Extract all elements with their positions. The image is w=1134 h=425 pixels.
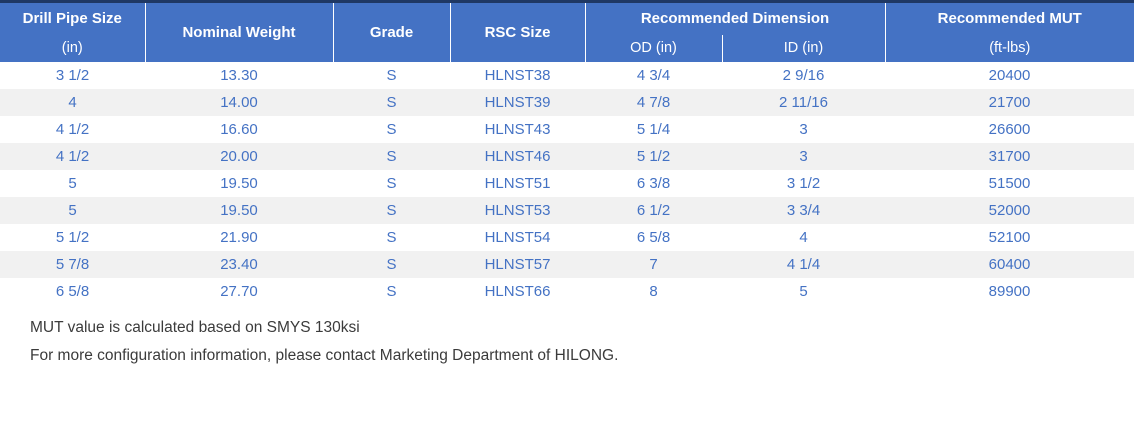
col-header-recommended-mut: Recommended MUT	[884, 1, 1134, 35]
table-row: 3 1/2 13.30 S HLNST38 4 3/4 2 9/16 20400	[0, 61, 1134, 89]
cell-nominal-weight: 27.70	[220, 282, 258, 300]
cell-nominal-weight: 23.40	[220, 255, 258, 273]
cell-nominal-weight: 13.30	[220, 66, 258, 84]
cell-rsc-size: HLNST54	[484, 228, 551, 246]
table-row: 5 19.50 S HLNST51 6 3/8 3 1/2 51500	[0, 169, 1134, 197]
cell-drill-pipe-size: 5	[68, 174, 77, 192]
cell-od: 4 7/8	[636, 93, 671, 111]
cell-nominal-weight: 19.50	[220, 174, 258, 192]
cell-grade: S	[386, 66, 397, 84]
cell-mut: 31700	[988, 147, 1031, 165]
table-row: 5 19.50 S HLNST53 6 1/2 3 3/4 52000	[0, 196, 1134, 224]
cell-id: 3	[799, 147, 808, 165]
cell-rsc-size: HLNST53	[484, 201, 551, 219]
cell-id: 5	[799, 282, 808, 300]
cell-mut: 20400	[988, 66, 1031, 84]
cell-id: 2 11/16	[779, 93, 828, 111]
cell-drill-pipe-size: 4 1/2	[55, 120, 90, 138]
table-row: 4 1/2 20.00 S HLNST46 5 1/2 3 31700	[0, 142, 1134, 170]
col-header-nominal-weight: Nominal Weight	[144, 1, 333, 62]
cell-drill-pipe-size: 4 1/2	[55, 147, 90, 165]
cell-grade: S	[386, 93, 397, 111]
cell-od: 5 1/4	[636, 120, 671, 138]
cell-od: 4 3/4	[636, 66, 671, 84]
cell-rsc-size: HLNST43	[484, 120, 551, 138]
cell-id: 4 1/4	[786, 255, 821, 273]
cell-grade: S	[386, 282, 397, 300]
col-header-recommended-dimension: Recommended Dimension	[584, 1, 885, 35]
note-contact: For more configuration information, plea…	[30, 346, 619, 364]
table-row: 4 14.00 S HLNST39 4 7/8 2 11/16 21700	[0, 88, 1134, 116]
col-subheader-mut-unit: (ft-lbs)	[884, 34, 1134, 62]
cell-rsc-size: HLNST57	[484, 255, 551, 273]
cell-mut: 89900	[988, 282, 1031, 300]
cell-grade: S	[386, 255, 397, 273]
table-notes: MUT value is calculated based on SMYS 13…	[30, 314, 1134, 370]
cell-od: 7	[649, 255, 658, 273]
cell-od: 5 1/2	[636, 147, 671, 165]
table-body: 3 1/2 13.30 S HLNST38 4 3/4 2 9/16 20400…	[0, 61, 1134, 305]
cell-rsc-size: HLNST38	[484, 66, 551, 84]
cell-nominal-weight: 21.90	[220, 228, 258, 246]
cell-rsc-size: HLNST66	[484, 282, 551, 300]
cell-grade: S	[386, 147, 397, 165]
cell-drill-pipe-size: 5 7/8	[55, 255, 90, 273]
cell-mut: 60400	[988, 255, 1031, 273]
cell-rsc-size: HLNST39	[484, 93, 551, 111]
cell-nominal-weight: 19.50	[220, 201, 258, 219]
cell-mut: 52100	[988, 228, 1031, 246]
drill-pipe-spec-table: Drill Pipe Size Nominal Weight Grade RSC…	[0, 0, 1134, 305]
cell-id: 2 9/16	[782, 66, 825, 84]
cell-drill-pipe-size: 3 1/2	[55, 66, 90, 84]
col-header-grade: Grade	[332, 1, 450, 62]
cell-nominal-weight: 16.60	[220, 120, 258, 138]
cell-id: 4	[799, 228, 808, 246]
table-row: 5 1/2 21.90 S HLNST54 6 5/8 4 52100	[0, 223, 1134, 251]
table-row: 6 5/8 27.70 S HLNST66 8 5 89900	[0, 277, 1134, 305]
cell-id: 3	[799, 120, 808, 138]
cell-drill-pipe-size: 5 1/2	[55, 228, 90, 246]
table-row: 5 7/8 23.40 S HLNST57 7 4 1/4 60400	[0, 250, 1134, 278]
table-header: Drill Pipe Size Nominal Weight Grade RSC…	[0, 1, 1134, 62]
col-subheader-od: OD (in)	[584, 34, 722, 62]
table-row: 4 1/2 16.60 S HLNST43 5 1/4 3 26600	[0, 115, 1134, 143]
cell-rsc-size: HLNST51	[484, 174, 551, 192]
cell-nominal-weight: 20.00	[220, 147, 258, 165]
col-subheader-drill-pipe-size-unit: (in)	[0, 34, 145, 62]
cell-grade: S	[386, 228, 397, 246]
cell-mut: 21700	[988, 93, 1031, 111]
cell-id: 3 1/2	[786, 174, 821, 192]
cell-od: 6 3/8	[636, 174, 671, 192]
cell-grade: S	[386, 174, 397, 192]
cell-drill-pipe-size: 5	[68, 201, 77, 219]
cell-grade: S	[386, 120, 397, 138]
cell-nominal-weight: 14.00	[220, 93, 258, 111]
cell-mut: 52000	[988, 201, 1031, 219]
col-header-rsc-size: RSC Size	[449, 1, 585, 62]
col-subheader-id: ID (in)	[721, 34, 885, 62]
cell-drill-pipe-size: 6 5/8	[55, 282, 90, 300]
cell-rsc-size: HLNST46	[484, 147, 551, 165]
cell-od: 6 1/2	[636, 201, 671, 219]
cell-drill-pipe-size: 4	[68, 93, 77, 111]
cell-od: 6 5/8	[636, 228, 671, 246]
cell-mut: 26600	[988, 120, 1031, 138]
note-mut-smys: MUT value is calculated based on SMYS 13…	[30, 318, 360, 336]
cell-grade: S	[386, 201, 397, 219]
cell-mut: 51500	[988, 174, 1031, 192]
cell-od: 8	[649, 282, 658, 300]
col-header-drill-pipe-size: Drill Pipe Size	[0, 1, 145, 35]
cell-id: 3 3/4	[786, 201, 821, 219]
